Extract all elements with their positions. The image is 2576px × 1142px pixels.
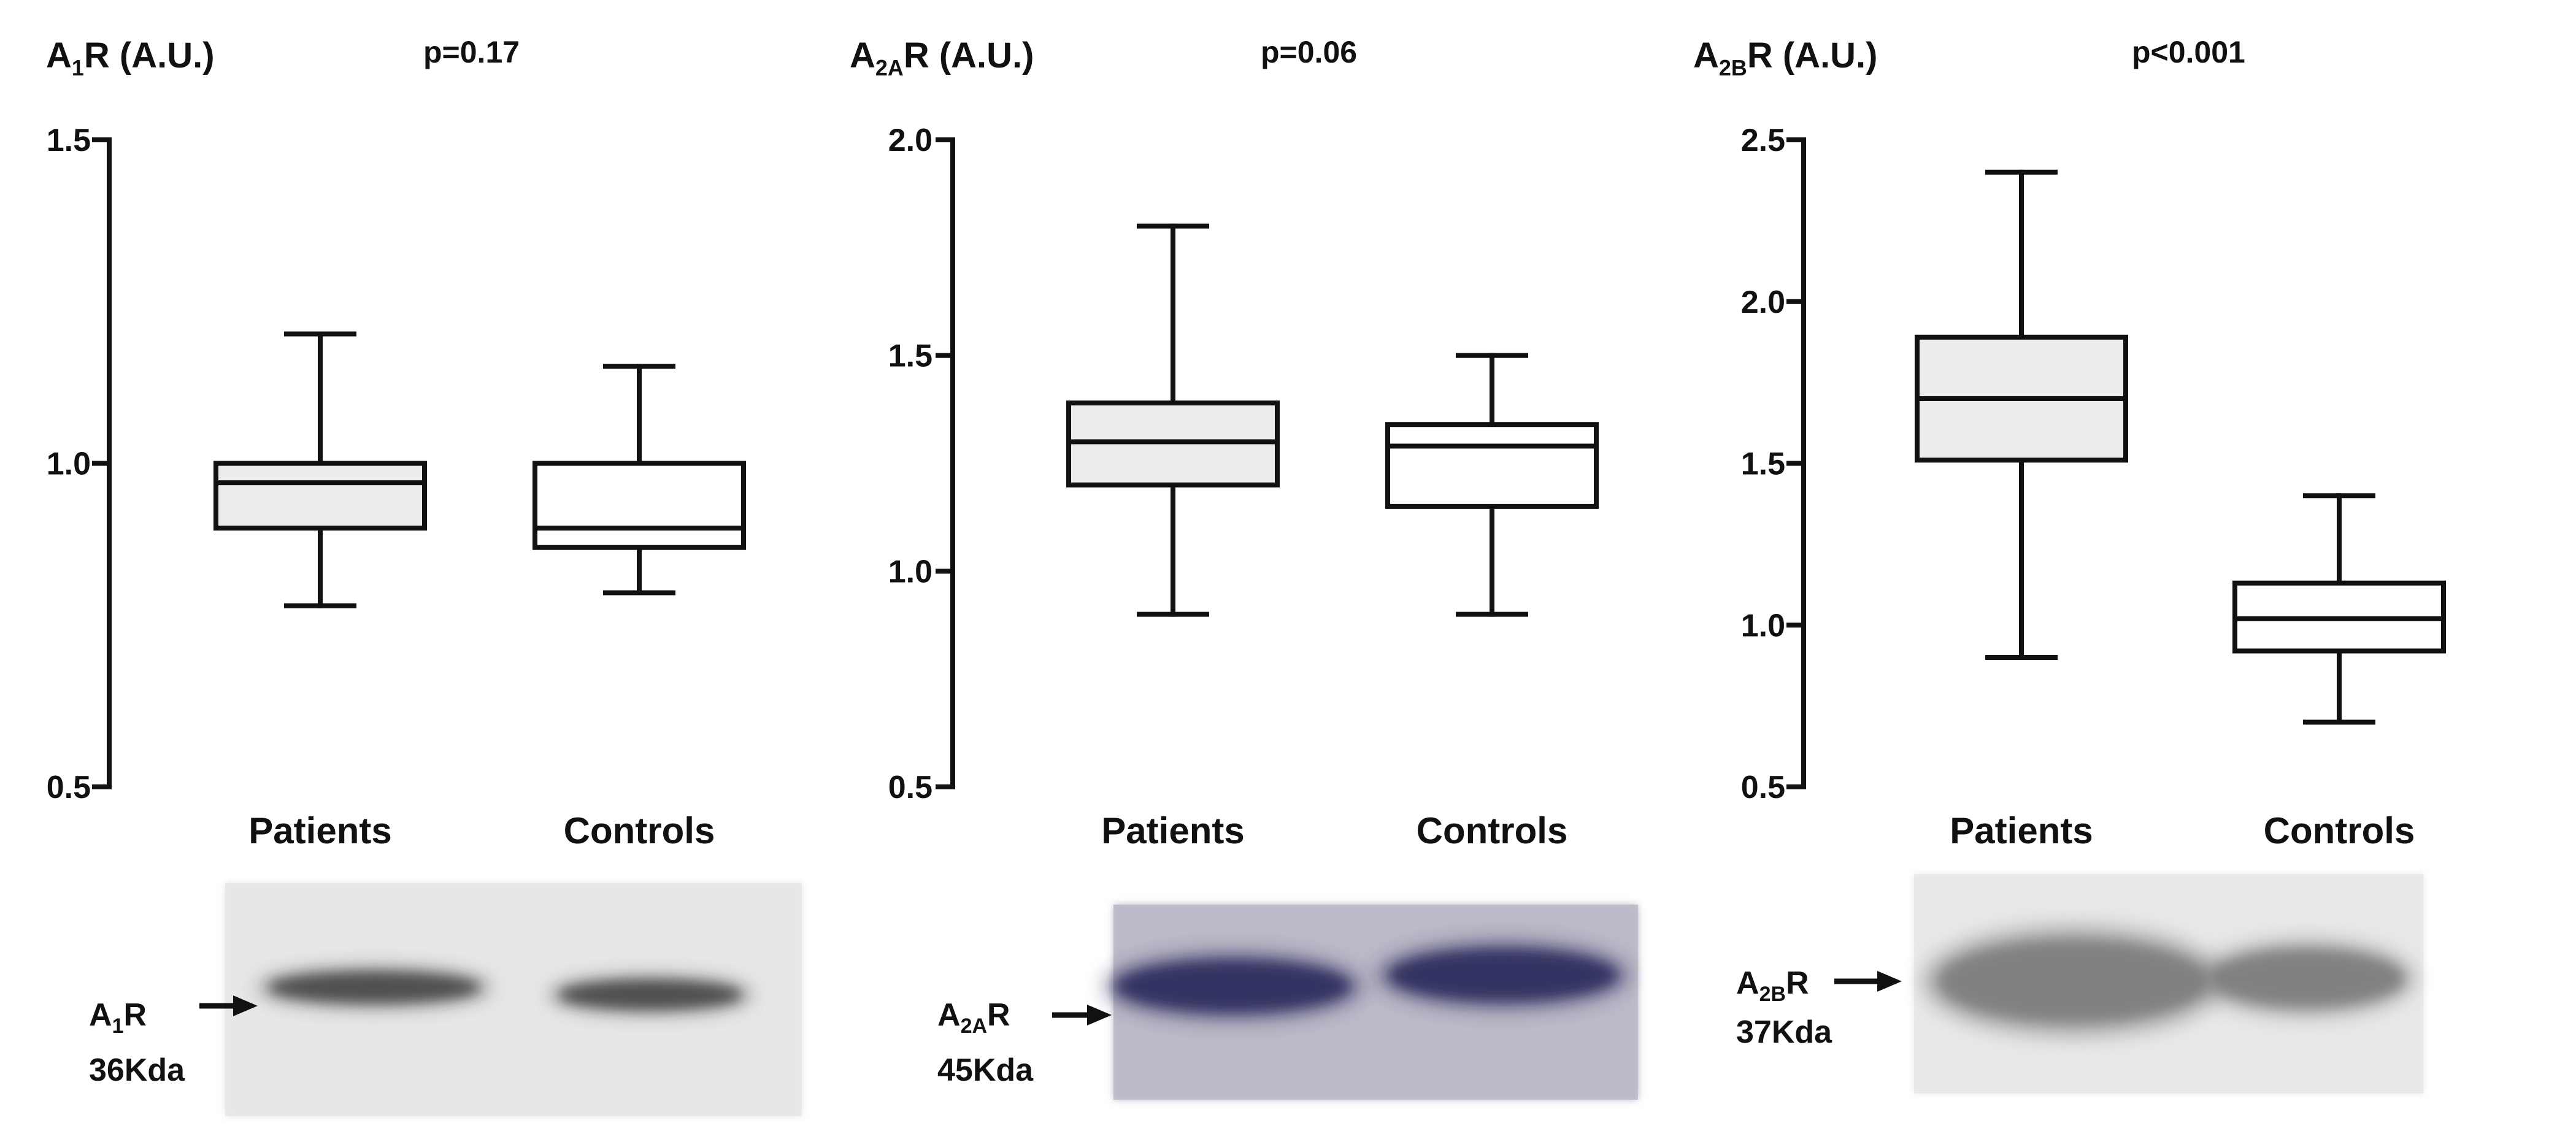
panel-title-rest: R (A.U.) [904, 36, 1034, 75]
panel-title-main: A [1693, 36, 1719, 75]
y-tick-label: 2.0 [1741, 285, 1785, 320]
y-tick-label: 1.0 [888, 554, 932, 589]
panel-title: A1R (A.U.) [46, 36, 215, 80]
panel-title-main: A [850, 36, 875, 75]
panel-title-main: A [46, 36, 72, 75]
box-controls [1385, 353, 1599, 617]
panel-title-subscript: 2B [1719, 55, 1747, 80]
box-patients [213, 331, 427, 608]
arrow-right-icon [1877, 971, 1902, 992]
x-category-label: Controls [2264, 810, 2415, 851]
blot-band [1390, 949, 1617, 1001]
panel-3: A2BR (A.U.) p<0.0010.51.01.52.02.5Patient… [1693, 35, 2446, 1094]
blot-label-rest: R [123, 997, 147, 1033]
y-tick-label: 2.0 [888, 123, 932, 158]
panel-title: A2AR (A.U.) [850, 36, 1034, 80]
box-controls [533, 364, 746, 596]
blot-label-main: A [1736, 965, 1759, 1001]
arrow-right-icon [1087, 1005, 1112, 1025]
box-patients [1066, 223, 1280, 617]
blot-label-subscript: 2A [961, 1014, 987, 1038]
y-tick-label: 0.5 [888, 770, 932, 805]
y-tick-label: 1.0 [1741, 608, 1785, 643]
blot-label: A2BR [1736, 965, 1809, 1006]
panel-title-subscript: 2A [875, 55, 904, 80]
blot-label-main: A [937, 997, 961, 1033]
blot-label-subscript: 2B [1759, 983, 1786, 1006]
molecular-weight-label: 45Kda [937, 1052, 1034, 1088]
panel-title: A2BR (A.U.) [1693, 36, 1878, 80]
western-blot-image [1914, 874, 2423, 1094]
blot-band [269, 973, 479, 1002]
panel-title-rest: R (A.U.) [1747, 36, 1878, 75]
blot-band [2210, 949, 2404, 1007]
molecular-weight-label: 36Kda [89, 1052, 185, 1088]
x-category-label: Controls [564, 810, 715, 851]
y-tick-label: 0.5 [47, 770, 91, 805]
iqr-box [213, 461, 427, 531]
p-value: p=0.06 [1261, 35, 1357, 69]
arrow-right-icon [233, 995, 258, 1016]
y-tick-label: 0.5 [1741, 770, 1785, 805]
x-category-label: Patients [1101, 810, 1244, 851]
blot-label-main: A [89, 997, 112, 1033]
blot-label-subscript: 1 [112, 1014, 124, 1038]
p-value: p=0.17 [423, 35, 520, 69]
blot-band [1117, 960, 1349, 1012]
blot-label-rest: R [1786, 965, 1809, 1001]
x-category-label: Controls [1417, 810, 1568, 851]
blot-band [559, 981, 742, 1009]
y-tick-label: 1.5 [888, 339, 932, 374]
molecular-weight-label: 37Kda [1736, 1014, 1832, 1050]
panel-title-subscript: 1 [72, 55, 84, 80]
box-patients [1915, 169, 2128, 660]
iqr-box [1385, 422, 1599, 509]
western-blot-image [1104, 905, 1638, 1100]
western-blot-image [225, 883, 802, 1116]
box-controls [2232, 493, 2446, 725]
y-tick-label: 1.5 [1741, 446, 1785, 482]
iqr-box [533, 461, 746, 550]
y-tick-label: 1.0 [47, 446, 91, 482]
p-value: p<0.001 [2132, 35, 2245, 69]
x-category-label: Patients [1950, 810, 2093, 851]
blot-label-rest: R [987, 997, 1010, 1033]
blot-band [1938, 940, 2209, 1023]
x-category-label: Patients [248, 810, 391, 851]
blot-label: A2AR [937, 997, 1010, 1038]
blot-label: A1R [89, 997, 147, 1038]
y-tick-label: 1.5 [47, 123, 91, 158]
panel-title-rest: R (A.U.) [84, 36, 215, 75]
y-tick-label: 2.5 [1741, 123, 1785, 158]
